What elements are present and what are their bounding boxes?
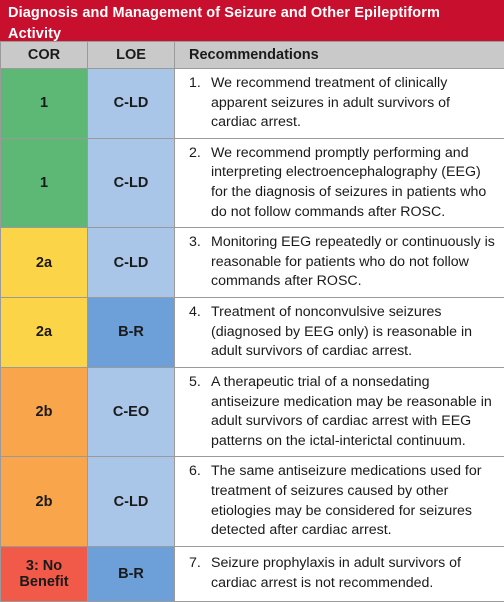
table-title: Diagnosis and Management of Seizure and … [0,0,504,41]
recommendation-text: The same antiseizure medications used fo… [211,462,498,540]
recommendation-cell: 4. Treatment of nonconvulsive seizures (… [175,297,504,367]
recommendation-cell: 2. We recommend promptly performing and … [175,138,504,227]
table-row: 2a C-LD 3. Monitoring EEG repeatedly or … [1,228,504,298]
recommendation-cell: 6. The same antiseizure medications used… [175,457,504,546]
header-row: COR LOE Recommendations [1,42,504,69]
cor-cell: 2a [1,228,88,298]
recommendation-text: A therapeutic trial of a nonsedating ant… [211,373,498,451]
loe-cell: B-R [88,297,175,367]
cor-header: COR [1,42,88,69]
recommendation-number: 2. [189,144,211,164]
loe-cell: C-LD [88,457,175,546]
recommendation-number: 1. [189,74,211,94]
recommendation-text: Treatment of nonconvulsive seizures (dia… [211,303,498,362]
loe-header: LOE [88,42,175,69]
recommendation-number: 3. [189,233,211,253]
cor-cell: 3: No Benefit [1,546,88,601]
recommendation-number: 7. [189,554,211,574]
table-row: 1 C-LD 1. We recommend treatment of clin… [1,69,504,139]
table-row: 3: No Benefit B-R 7. Seizure prophylaxis… [1,546,504,601]
cor-cell: 2b [1,457,88,546]
recommendation-text: We recommend treatment of clinically app… [211,74,498,133]
cor-cell: 2a [1,297,88,367]
recommendations-table: COR LOE Recommendations 1 C-LD 1. We rec… [0,41,504,602]
loe-cell: C-LD [88,138,175,227]
recommendation-cell: 7. Seizure prophylaxis in adult survivor… [175,546,504,601]
table-row: 2a B-R 4. Treatment of nonconvulsive sei… [1,297,504,367]
loe-cell: B-R [88,546,175,601]
recommendation-text: Monitoring EEG repeatedly or continuousl… [211,233,498,292]
cor-cell: 2b [1,367,88,456]
recommendation-number: 5. [189,373,211,393]
recommendation-cell: 5. A therapeutic trial of a nonsedating … [175,367,504,456]
table-row: 2b C-EO 5. A therapeutic trial of a nons… [1,367,504,456]
loe-cell: C-LD [88,69,175,139]
recommendations-header: Recommendations [175,42,504,69]
recommendation-text: Seizure prophylaxis in adult survivors o… [211,554,498,593]
recommendation-cell: 1. We recommend treatment of clinically … [175,69,504,139]
cor-cell: 1 [1,138,88,227]
recommendation-cell: 3. Monitoring EEG repeatedly or continuo… [175,228,504,298]
table-row: 1 C-LD 2. We recommend promptly performi… [1,138,504,227]
loe-cell: C-EO [88,367,175,456]
loe-cell: C-LD [88,228,175,298]
recommendation-number: 6. [189,462,211,482]
recommendation-number: 4. [189,303,211,323]
recommendation-text: We recommend promptly performing and int… [211,144,498,222]
table-row: 2b C-LD 6. The same antiseizure medicati… [1,457,504,546]
cor-cell: 1 [1,69,88,139]
